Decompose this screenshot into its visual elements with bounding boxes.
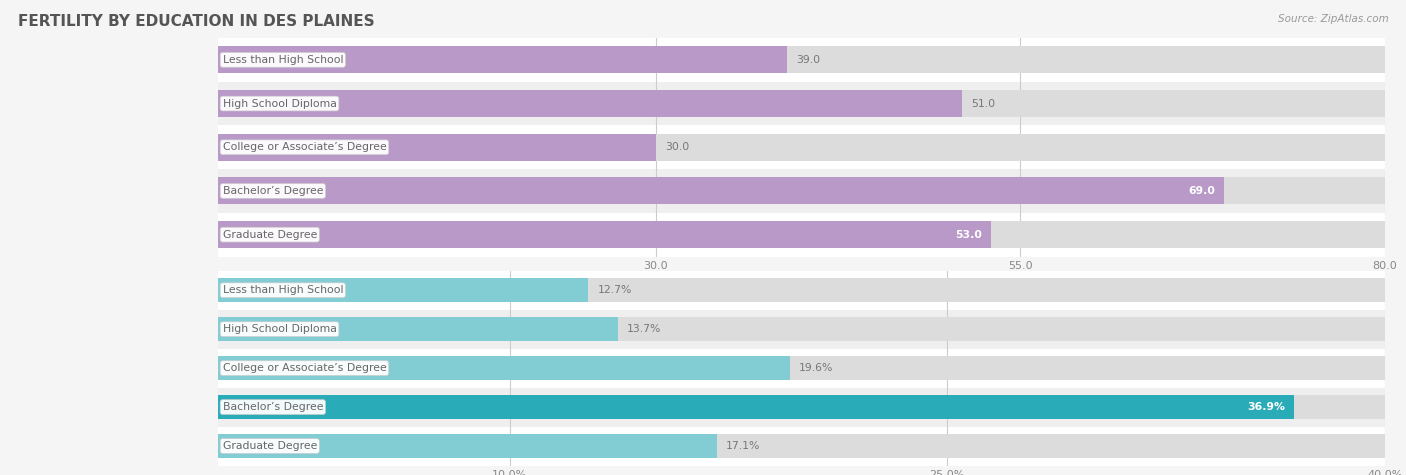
Text: College or Associate’s Degree: College or Associate’s Degree bbox=[222, 363, 387, 373]
Bar bbox=[218, 133, 1385, 161]
Text: 36.9%: 36.9% bbox=[1247, 402, 1285, 412]
Bar bbox=[218, 169, 1385, 213]
Bar bbox=[218, 278, 589, 302]
Text: Bachelor’s Degree: Bachelor’s Degree bbox=[222, 186, 323, 196]
Bar bbox=[218, 271, 1385, 310]
Text: 69.0: 69.0 bbox=[1188, 186, 1215, 196]
Text: 17.1%: 17.1% bbox=[725, 441, 761, 451]
Bar bbox=[218, 177, 1385, 205]
Text: College or Associate’s Degree: College or Associate’s Degree bbox=[222, 142, 387, 152]
Bar bbox=[218, 133, 655, 161]
Bar bbox=[218, 177, 1225, 205]
Text: 53.0: 53.0 bbox=[955, 229, 981, 240]
Text: Bachelor’s Degree: Bachelor’s Degree bbox=[222, 402, 323, 412]
Bar bbox=[218, 82, 1385, 125]
Text: 30.0: 30.0 bbox=[665, 142, 689, 152]
Bar bbox=[218, 427, 1385, 466]
Bar bbox=[218, 213, 1385, 256]
Bar bbox=[218, 395, 1295, 419]
Text: Source: ZipAtlas.com: Source: ZipAtlas.com bbox=[1278, 14, 1389, 24]
Bar bbox=[218, 221, 1385, 248]
Text: FERTILITY BY EDUCATION IN DES PLAINES: FERTILITY BY EDUCATION IN DES PLAINES bbox=[18, 14, 375, 29]
Text: 13.7%: 13.7% bbox=[627, 324, 661, 334]
Bar bbox=[218, 46, 787, 74]
Bar bbox=[218, 434, 1385, 458]
Bar bbox=[218, 388, 1385, 427]
Bar bbox=[218, 356, 790, 380]
Bar bbox=[218, 349, 1385, 388]
Bar bbox=[218, 90, 962, 117]
Text: Graduate Degree: Graduate Degree bbox=[222, 229, 316, 240]
Text: Less than High School: Less than High School bbox=[222, 285, 343, 295]
Text: Less than High School: Less than High School bbox=[222, 55, 343, 65]
Bar bbox=[218, 221, 991, 248]
Bar bbox=[218, 395, 1385, 419]
Text: 39.0: 39.0 bbox=[796, 55, 820, 65]
Text: 19.6%: 19.6% bbox=[799, 363, 834, 373]
Bar bbox=[218, 317, 1385, 341]
Text: High School Diploma: High School Diploma bbox=[222, 98, 336, 109]
Bar bbox=[218, 90, 1385, 117]
Text: Graduate Degree: Graduate Degree bbox=[222, 441, 316, 451]
Bar bbox=[218, 434, 717, 458]
Bar bbox=[218, 317, 617, 341]
Bar bbox=[218, 46, 1385, 74]
Text: High School Diploma: High School Diploma bbox=[222, 324, 336, 334]
Bar bbox=[218, 310, 1385, 349]
Bar bbox=[218, 38, 1385, 82]
Bar bbox=[218, 356, 1385, 380]
Text: 12.7%: 12.7% bbox=[598, 285, 633, 295]
Bar bbox=[218, 125, 1385, 169]
Bar bbox=[218, 278, 1385, 302]
Text: 51.0: 51.0 bbox=[972, 98, 995, 109]
